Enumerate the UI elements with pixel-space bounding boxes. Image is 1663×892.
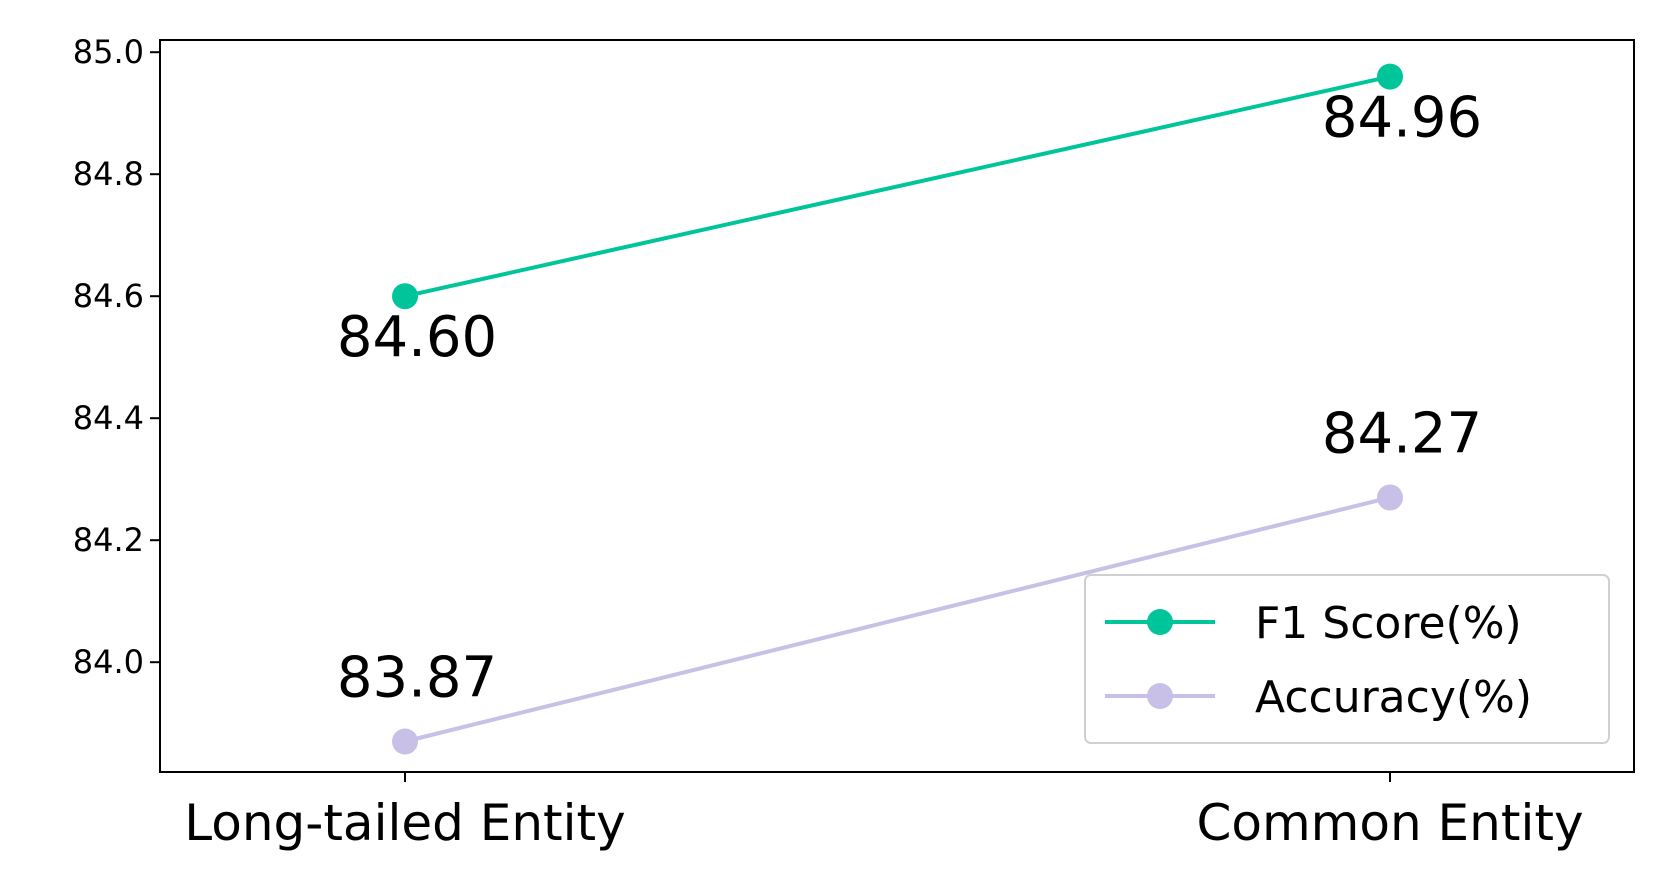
- legend-label: F1 Score(%): [1255, 598, 1522, 649]
- data-label: 84.96: [1322, 86, 1482, 151]
- legend-box: [1084, 574, 1610, 744]
- x-category-label: Common Entity: [1196, 794, 1583, 852]
- axes: 84.0 84.2 84.4 84.6 84.8 85.0 Long-tailed Enti…: [73, 33, 1584, 852]
- data-point: [392, 728, 418, 755]
- y-tick-label: 84.2: [73, 521, 144, 559]
- legend-label: Accuracy(%): [1255, 672, 1532, 723]
- y-tick-label: 85.0: [73, 33, 144, 71]
- plot-frame: [159, 39, 1635, 773]
- legend-marker: [1147, 683, 1173, 709]
- series-line: [404, 495, 1391, 744]
- data-point: [1377, 484, 1403, 511]
- data-point: [1377, 63, 1403, 90]
- data-label: 83.87: [337, 646, 497, 711]
- y-tick-label: 84.8: [73, 155, 144, 193]
- y-tick-label: 84.4: [73, 399, 144, 437]
- series-line: [404, 74, 1391, 299]
- y-tick-label: 84.0: [73, 643, 144, 681]
- legend-marker: [1147, 609, 1173, 635]
- x-category-label: Long-tailed Entity: [184, 794, 625, 852]
- y-tick-label: 84.6: [73, 277, 144, 315]
- data-label: 84.27: [1322, 402, 1482, 467]
- data-point: [392, 283, 418, 310]
- data-label: 84.60: [337, 305, 497, 370]
- plot-area: 84.60 84.96 83.87 84.27: [337, 63, 1482, 755]
- legend: F1 Score(%) Accuracy(%): [1084, 574, 1610, 744]
